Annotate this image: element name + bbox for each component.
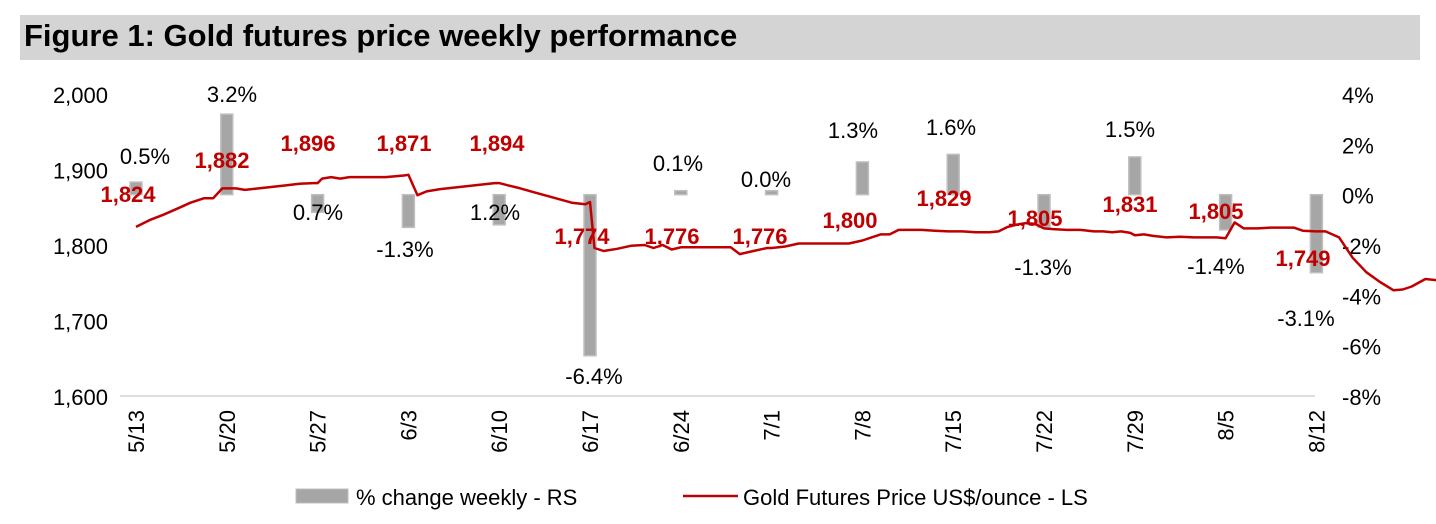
x-axis-tick-label: 5/13 xyxy=(124,410,149,453)
right-axis-tick-label: -2% xyxy=(1342,234,1381,259)
legend-bar-label: % change weekly - RS xyxy=(356,485,577,510)
right-axis-tick-label: 2% xyxy=(1342,133,1374,158)
x-axis-tick-label: 6/17 xyxy=(578,410,603,453)
gold-price-label: 1,805 xyxy=(1188,199,1243,224)
weekly-change-bar xyxy=(492,193,506,226)
gold-price-label: 1,776 xyxy=(732,224,787,249)
gold-price-label: 1,871 xyxy=(376,131,431,156)
weekly-change-bar xyxy=(1128,156,1142,196)
x-axis-tick-label: 5/27 xyxy=(306,410,331,453)
gold-price-label: 1,776 xyxy=(644,224,699,249)
right-axis-tick-label: -4% xyxy=(1342,284,1381,309)
x-axis-tick-label: 7/8 xyxy=(850,410,875,441)
right-axis-tick-label: 4% xyxy=(1342,83,1374,108)
right-axis-tick-label: 0% xyxy=(1342,184,1374,209)
x-axis-tick-label: 6/3 xyxy=(396,410,421,441)
weekly-change-label: 1.3% xyxy=(828,118,878,143)
right-axis-tick-label: -6% xyxy=(1342,335,1381,360)
weekly-change-label: -1.3% xyxy=(1014,255,1071,280)
weekly-change-bar xyxy=(946,153,960,196)
legend-bar-swatch xyxy=(295,488,349,504)
weekly-change-bar xyxy=(764,189,779,196)
weekly-change-bar xyxy=(674,189,688,196)
x-axis-tick-label: 6/10 xyxy=(487,410,512,453)
right-axis-tick-label: -8% xyxy=(1342,385,1381,410)
title-bar: Figure 1: Gold futures price weekly perf… xyxy=(20,15,1420,60)
weekly-change-label: -1.4% xyxy=(1187,254,1244,279)
gold-price-label: 1,829 xyxy=(916,186,971,211)
weekly-change-label: 1.6% xyxy=(926,115,976,140)
weekly-change-label: 1.5% xyxy=(1105,117,1155,142)
weekly-change-bar xyxy=(401,193,416,229)
x-axis-tick-label: 7/15 xyxy=(941,410,966,453)
chart-title: Figure 1: Gold futures price weekly perf… xyxy=(24,18,738,53)
weekly-change-label: 0.0% xyxy=(741,167,791,192)
gold-price-label: 1,774 xyxy=(554,224,610,249)
x-axis-tick-label: 5/20 xyxy=(215,410,240,453)
gold-price-line xyxy=(135,173,1436,292)
gold-price-label: 1,831 xyxy=(1102,192,1157,217)
weekly-change-bar xyxy=(855,161,870,196)
weekly-change-label: 0.1% xyxy=(653,151,703,176)
gold-price-label: 1,894 xyxy=(469,131,525,156)
x-axis-tick-label: 8/12 xyxy=(1304,410,1329,453)
weekly-change-label: 0.5% xyxy=(120,144,170,169)
x-axis-tick-label: 7/1 xyxy=(760,410,785,441)
x-axis-tick-label: 7/22 xyxy=(1032,410,1057,453)
legend-line-label: Gold Futures Price US$/ounce - LS xyxy=(743,485,1088,510)
gold-price-label: 1,882 xyxy=(194,148,249,173)
weekly-change-label: -3.1% xyxy=(1277,306,1334,331)
x-axis-tick-label: 8/5 xyxy=(1214,410,1239,441)
weekly-change-label: -1.3% xyxy=(376,237,433,262)
weekly-change-label: 3.2% xyxy=(207,82,257,107)
weekly-change-bar xyxy=(1218,193,1233,231)
gold-price-label: 1,824 xyxy=(100,182,156,207)
left-axis-tick-label: 1,900 xyxy=(53,159,108,184)
left-axis-tick-label: 1,600 xyxy=(53,385,108,410)
gold-price-label: 1,896 xyxy=(280,131,335,156)
x-axis-tick-label: 6/24 xyxy=(669,410,694,453)
gold-price-label: 1,749 xyxy=(1275,246,1330,271)
left-axis-tick-label: 1,800 xyxy=(53,234,108,259)
left-axis-tick-label: 2,000 xyxy=(53,83,108,108)
weekly-change-bar xyxy=(1309,193,1324,274)
gold-price-label: 1,805 xyxy=(1007,206,1062,231)
gold-price-label: 1,800 xyxy=(822,208,877,233)
weekly-change-label: -6.4% xyxy=(565,364,622,389)
x-axis-tick-label: 7/29 xyxy=(1123,410,1148,453)
left-axis-tick-label: 1,700 xyxy=(53,310,108,335)
weekly-change-bar xyxy=(583,193,597,357)
weekly-change-label: 1.2% xyxy=(470,200,520,225)
weekly-change-bar xyxy=(129,181,143,196)
weekly-change-bar xyxy=(310,193,325,214)
weekly-change-bar xyxy=(220,113,234,196)
weekly-change-label: 0.7% xyxy=(293,200,343,225)
